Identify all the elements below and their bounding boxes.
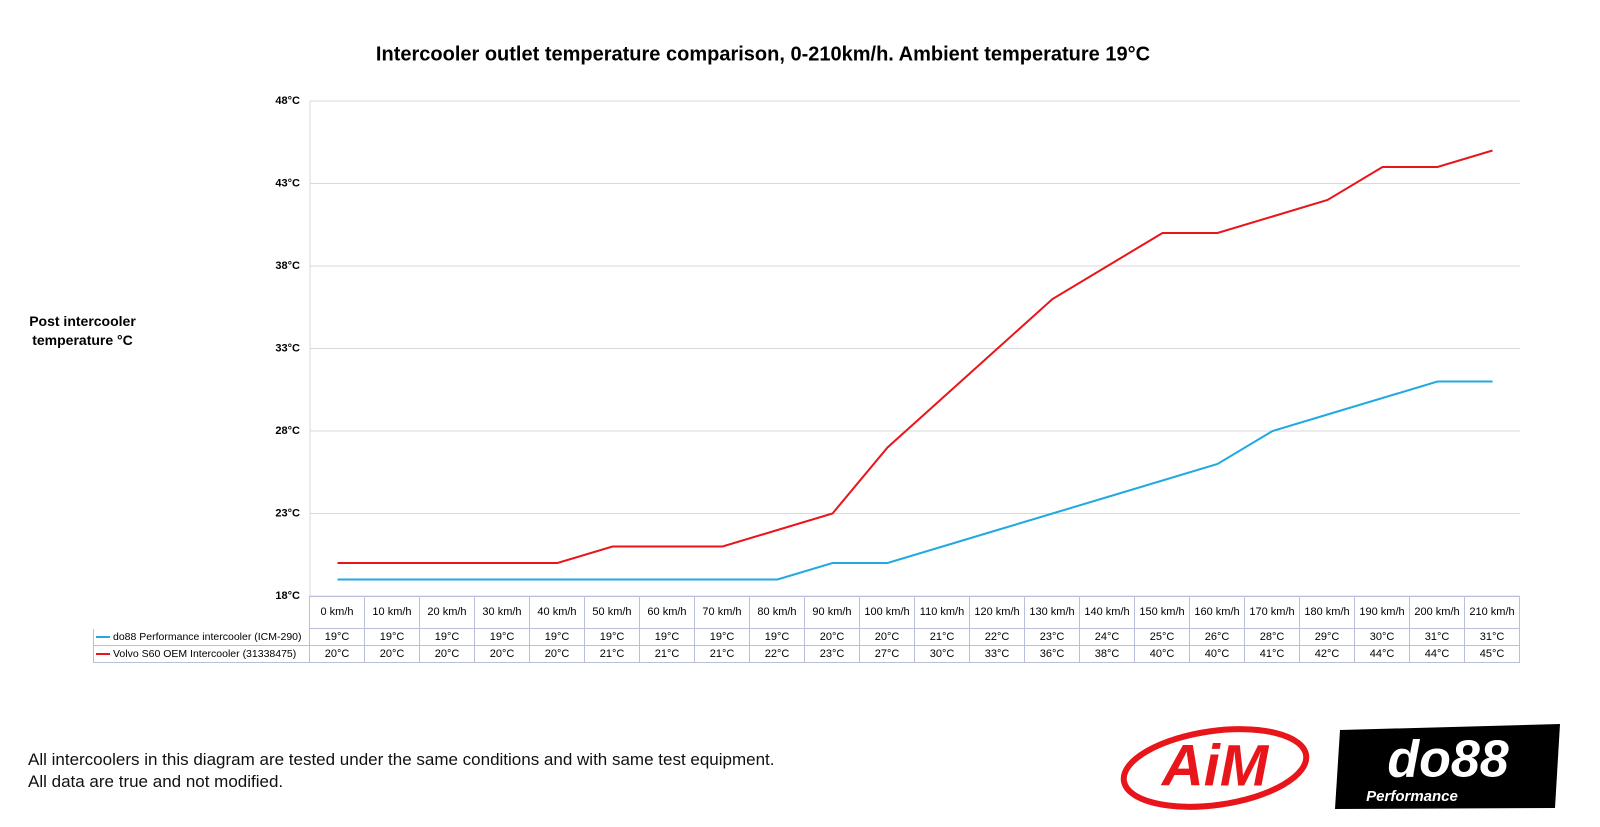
do88-sub: Performance <box>1366 788 1458 805</box>
chart-title: Intercooler outlet temperature compariso… <box>376 43 1150 65</box>
legend-entry: Volvo S60 OEM Intercooler (31338475) <box>93 646 310 663</box>
value-label: 40°C <box>1135 646 1190 663</box>
value-label: 20°C <box>420 646 475 663</box>
value-label: 29°C <box>1300 629 1355 646</box>
value-label: 21°C <box>695 646 750 663</box>
value-label: 41°C <box>1245 646 1300 663</box>
value-label: 20°C <box>805 629 860 646</box>
value-label: 19°C <box>640 629 695 646</box>
value-label: 42°C <box>1300 646 1355 663</box>
value-label: 20°C <box>860 629 915 646</box>
value-label: 24°C <box>1080 629 1135 646</box>
x-tick-label: 140 km/h <box>1080 596 1135 629</box>
y-axis-label: Post intercooler temperature °C <box>29 313 136 348</box>
legend-entry: do88 Performance intercooler (ICM-290) <box>93 629 310 646</box>
value-label: 28°C <box>1245 629 1300 646</box>
series-line <box>337 380 1493 581</box>
value-label: 44°C <box>1355 646 1410 663</box>
table-corner <box>93 596 310 629</box>
aim-logo: AiM <box>1120 726 1310 810</box>
value-label: 45°C <box>1465 646 1520 663</box>
value-label: 31°C <box>1465 629 1520 646</box>
y-tick-label: 33°C <box>275 342 300 354</box>
value-label: 30°C <box>915 646 970 663</box>
value-label: 23°C <box>1025 629 1080 646</box>
x-tick-label: 180 km/h <box>1300 596 1355 629</box>
value-label: 40°C <box>1190 646 1245 663</box>
legend-swatch <box>96 653 110 655</box>
x-tick-label: 60 km/h <box>640 596 695 629</box>
value-label: 22°C <box>750 646 805 663</box>
y-tick-label: 18°C <box>275 590 300 602</box>
x-tick-label: 0 km/h <box>310 596 365 629</box>
note: All intercoolers in this diagram are tes… <box>28 750 775 769</box>
value-label: 20°C <box>365 646 420 663</box>
value-label: 33°C <box>970 646 1025 663</box>
x-tick-label: 90 km/h <box>805 596 860 629</box>
y-tick-label: 23°C <box>275 507 300 519</box>
value-label: 21°C <box>585 646 640 663</box>
value-label: 21°C <box>915 629 970 646</box>
value-label: 21°C <box>640 646 695 663</box>
value-label: 31°C <box>1410 629 1465 646</box>
x-tick-label: 80 km/h <box>750 596 805 629</box>
legend-label: do88 Performance intercooler (ICM-290) <box>113 630 302 643</box>
x-tick-label: 30 km/h <box>475 596 530 629</box>
x-tick-label: 40 km/h <box>530 596 585 629</box>
value-label: 19°C <box>420 629 475 646</box>
x-tick-label: 100 km/h <box>860 596 915 629</box>
value-label: 19°C <box>750 629 805 646</box>
x-tick-label: 110 km/h <box>915 596 970 629</box>
value-label: 19°C <box>585 629 640 646</box>
value-label: 26°C <box>1190 629 1245 646</box>
value-label: 19°C <box>310 629 365 646</box>
legend-swatch <box>96 636 110 638</box>
x-tick-label: 50 km/h <box>585 596 640 629</box>
x-tick-label: 150 km/h <box>1135 596 1190 629</box>
value-label: 19°C <box>695 629 750 646</box>
aim-text: AiM <box>1160 733 1270 798</box>
x-tick-label: 170 km/h <box>1245 596 1300 629</box>
value-label: 44°C <box>1410 646 1465 663</box>
y-tick-label: 48°C <box>275 95 300 107</box>
value-label: 19°C <box>530 629 585 646</box>
x-tick-label: 210 km/h <box>1465 596 1520 629</box>
y-tick-label: 43°C <box>275 177 300 189</box>
note: All data are true and not modified. <box>28 772 284 791</box>
value-label: 25°C <box>1135 629 1190 646</box>
do88-box <box>1335 724 1560 809</box>
value-label: 38°C <box>1080 646 1135 663</box>
do88-logo: do88 Performance <box>1335 724 1560 809</box>
value-label: 23°C <box>805 646 860 663</box>
x-tick-label: 190 km/h <box>1355 596 1410 629</box>
value-label: 27°C <box>860 646 915 663</box>
y-tick-label: 38°C <box>275 260 300 272</box>
series-line <box>337 149 1493 564</box>
x-tick-label: 120 km/h <box>970 596 1025 629</box>
legend-label: Volvo S60 OEM Intercooler (31338475) <box>113 647 297 660</box>
value-label: 36°C <box>1025 646 1080 663</box>
value-label: 19°C <box>365 629 420 646</box>
x-tick-label: 130 km/h <box>1025 596 1080 629</box>
value-label: 20°C <box>310 646 365 663</box>
value-label: 20°C <box>530 646 585 663</box>
value-label: 19°C <box>475 629 530 646</box>
data-table: 0 km/h 10 km/h 20 km/h 30 km/h 40 km/h 50 km/… <box>93 596 1520 663</box>
x-tick-label: 160 km/h <box>1190 596 1245 629</box>
x-tick-label: 200 km/h <box>1410 596 1465 629</box>
y-tick-label: 28°C <box>275 425 300 437</box>
value-label: 30°C <box>1355 629 1410 646</box>
x-tick-label: 70 km/h <box>695 596 750 629</box>
aim-ring <box>1120 726 1310 810</box>
x-tick-label: 10 km/h <box>365 596 420 629</box>
do88-text: do88 <box>1387 731 1508 789</box>
x-tick-label: 20 km/h <box>420 596 475 629</box>
value-label: 22°C <box>970 629 1025 646</box>
value-label: 20°C <box>475 646 530 663</box>
